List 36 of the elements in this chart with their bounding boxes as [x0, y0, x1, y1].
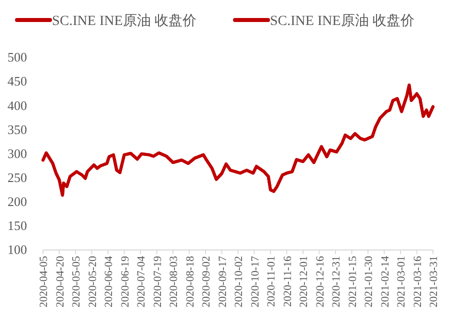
x-tick-label: 2020-06-04	[103, 256, 115, 308]
x-tick-label: 2021-02-14	[379, 256, 392, 308]
x-tick-label: 2021-01-30	[363, 256, 375, 308]
x-tick-label: 2021-01-15	[346, 256, 359, 308]
x-tick-label: 2020-08-03	[168, 256, 180, 308]
y-tick-label: 450	[8, 74, 27, 89]
y-tick-label: 250	[8, 170, 27, 185]
x-tick-label: 2020-12-01	[298, 256, 310, 308]
y-tick-label: 200	[8, 194, 27, 209]
y-tick-label: 500	[8, 50, 27, 65]
x-tick-label: 2021-03-16	[412, 256, 424, 308]
x-tick-label: 2020-11-01	[266, 256, 278, 307]
legend-label: SC.INE INE原油 收盘价	[270, 13, 414, 29]
x-tick-label: 2020-10-17	[249, 256, 262, 308]
x-tick-label: 2020-07-04	[136, 256, 148, 308]
x-tick-label: 2021-03-31	[428, 256, 440, 308]
x-tick-label: 2020-11-16	[282, 256, 294, 307]
y-tick-label: 400	[8, 98, 27, 113]
x-tick-label: 2020-05-05	[70, 256, 82, 308]
x-tick-label: 2020-09-17	[216, 256, 229, 308]
legend-label: SC.INE INE原油 收盘价	[52, 13, 196, 29]
x-tick-label: 2020-12-16	[314, 256, 326, 308]
x-tick-label: 2020-05-20	[86, 256, 99, 308]
x-tick-label: 2020-04-20	[54, 256, 66, 308]
y-tick-label: 300	[8, 146, 27, 161]
x-tick-label: 2020-12-31	[330, 256, 342, 308]
x-tick-label: 2020-04-05	[38, 256, 50, 308]
y-tick-label: 100	[8, 242, 27, 257]
y-tick-label: 350	[8, 122, 27, 137]
x-tick-label: 2020-06-19	[119, 256, 132, 308]
x-tick-label: 2020-07-19	[152, 256, 164, 308]
x-tick-label: 2020-09-02	[200, 256, 212, 308]
y-tick-label: 150	[8, 218, 27, 233]
x-tick-label: 2021-03-01	[396, 256, 408, 308]
x-tick-label: 2020-08-18	[184, 256, 196, 308]
x-tick-label: 2020-10-02	[233, 256, 245, 308]
